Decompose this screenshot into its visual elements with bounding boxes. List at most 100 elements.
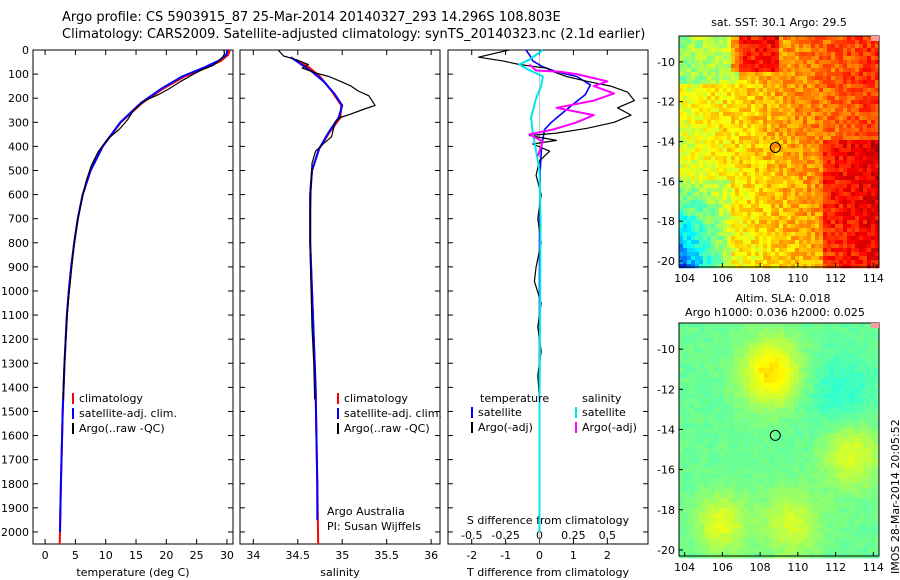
temperature-xlabel: temperature (deg C) xyxy=(76,566,189,579)
temperature-legend-1-label: satellite-adj. clim. xyxy=(79,407,177,420)
temperature-line-argo xyxy=(62,49,226,400)
salinity-panel-xtick-label: 34.5 xyxy=(286,549,311,562)
sst-map-xtick-label: 112 xyxy=(825,272,846,285)
temperature-panel-frame xyxy=(32,49,234,545)
figure-title-line2: Climatology: CARS2009. Satellite-adjuste… xyxy=(62,27,646,42)
figure-title-line1: Argo profile: CS 5903915_87 25-Mar-2014 … xyxy=(62,10,561,25)
sla-map-xtick-label: 112 xyxy=(825,561,846,574)
temperature-panel-xtick-label: 15 xyxy=(129,549,143,562)
salinity-legend-1-label: satellite-adj. clim. xyxy=(344,407,442,420)
differences-panel-frame xyxy=(447,49,649,545)
sla-map-title-line2: Argo h1000: 0.036 h2000: 0.025 xyxy=(685,306,865,319)
differences-xlabel: T difference from climatology xyxy=(466,566,629,579)
sst-map-ytick-label: -10 xyxy=(657,56,675,69)
differences-legend-s-argo-label: Argo(-adj) xyxy=(582,421,637,434)
sla-map-land-patch xyxy=(871,323,879,328)
differences-legend-t-sat-label: satellite xyxy=(478,406,522,419)
sst-map-ytick-label: -14 xyxy=(657,136,675,149)
sst-map-xtick-label: 108 xyxy=(750,272,771,285)
sst-map-argo-marker xyxy=(769,141,781,153)
differences-line-s-argo xyxy=(528,63,616,157)
differences-legend-t-argo-label: Argo(-adj) xyxy=(478,421,533,434)
salinity-line-satellite xyxy=(290,56,344,520)
differences-line-t-argo xyxy=(477,49,635,400)
differences-panel-xtick-label: 2 xyxy=(604,549,611,562)
salinity-note-line2: PI: Susan Wijffels xyxy=(327,520,421,533)
differences-line-t-satellite xyxy=(525,49,592,532)
differences-panel-xtick-label: -2 xyxy=(466,549,477,562)
temperature-panel-ytick-label: 1600 xyxy=(1,430,29,443)
sla-map-title-line1: Altim. SLA: 0.018 xyxy=(735,292,830,305)
temperature-panel-ytick-label: 400 xyxy=(8,140,29,153)
temperature-panel-ytick-label: 1900 xyxy=(1,502,29,515)
temperature-panel-ytick-label: 100 xyxy=(8,68,29,81)
differences-legend-s-sat-label: satellite xyxy=(582,406,626,419)
differences-stop-tick-label: 0.25 xyxy=(561,529,586,542)
temperature-panel-ytick-label: 1200 xyxy=(1,333,29,346)
sst-map-field xyxy=(679,36,880,269)
differences-stop-tick-label: 0.5 xyxy=(599,529,617,542)
temperature-line-satellite xyxy=(59,49,229,533)
temperature-panel-ytick-label: 2000 xyxy=(1,526,29,539)
salinity-line-climatology xyxy=(297,59,343,545)
salinity-line-argo xyxy=(277,49,376,400)
temperature-legend-2-label: Argo(..raw -QC) xyxy=(79,422,165,435)
temperature-panel-ytick-label: 1800 xyxy=(1,478,29,491)
sst-map-land-patch xyxy=(871,36,879,41)
sla-map-ytick-label: -16 xyxy=(657,464,675,477)
sla-map-field xyxy=(679,323,880,559)
sla-map-xtick-label: 110 xyxy=(787,561,808,574)
temperature-panel-xtick-label: 10 xyxy=(99,549,113,562)
temperature-panel-ytick-label: 800 xyxy=(8,237,29,250)
temperature-panel-ytick-label: 1300 xyxy=(1,357,29,370)
temperature-panel-ytick-label: 500 xyxy=(8,164,29,177)
differences-xlabel-top: S difference from climatology xyxy=(467,514,630,527)
sst-map-xtick-label: 114 xyxy=(863,272,884,285)
salinity-xlabel: salinity xyxy=(320,566,360,579)
temperature-panel-ytick-label: 1100 xyxy=(1,309,29,322)
sst-map-xtick-label: 104 xyxy=(674,272,695,285)
sla-map-xtick-label: 114 xyxy=(863,561,884,574)
salinity-panel-xtick-label: 36 xyxy=(424,549,438,562)
temperature-panel-xtick-label: 30 xyxy=(220,549,234,562)
sla-map-argo-marker xyxy=(769,429,781,441)
sla-map-frame xyxy=(678,322,880,557)
temperature-panel-xtick-label: 0 xyxy=(42,549,49,562)
sst-map-xtick-label: 110 xyxy=(787,272,808,285)
sla-map-ytick-label: -10 xyxy=(657,343,675,356)
salinity-panel-frame xyxy=(239,49,441,545)
temperature-panel-ytick-label: 1400 xyxy=(1,381,29,394)
differences-stop-tick-label: -0.25 xyxy=(491,529,519,542)
salinity-note-line1: Argo Australia xyxy=(327,505,405,518)
differences-panel-xtick-label: 1 xyxy=(570,549,577,562)
sst-map-ytick-label: -18 xyxy=(657,215,675,228)
differences-legend-temperature-head: temperature xyxy=(480,392,549,405)
temperature-panel-ytick-label: 1000 xyxy=(1,285,29,298)
temperature-panel-ytick-label: 300 xyxy=(8,116,29,129)
salinity-panel-xtick-label: 35 xyxy=(335,549,349,562)
sla-map-ytick-label: -12 xyxy=(657,383,675,396)
sst-map-ytick-label: -16 xyxy=(657,175,675,188)
sla-map-ytick-label: -18 xyxy=(657,504,675,517)
salinity-legend-2-label: Argo(..raw -QC) xyxy=(344,422,430,435)
salinity-panel-xtick-label: 34 xyxy=(246,549,260,562)
temperature-legend-0-label: climatology xyxy=(79,392,143,405)
differences-panel-xtick-label: 0 xyxy=(536,549,543,562)
sst-map-ytick-label: -12 xyxy=(657,96,675,109)
temperature-panel-xtick-label: 20 xyxy=(159,549,173,562)
sla-map-ytick-label: -14 xyxy=(657,423,675,436)
salinity-panel-xtick-label: 35.5 xyxy=(374,549,399,562)
temperature-panel-xtick-label: 25 xyxy=(190,549,204,562)
temperature-panel-ytick-label: 0 xyxy=(22,44,29,57)
sst-map-xtick-label: 106 xyxy=(712,272,733,285)
temperature-panel-xtick-label: 5 xyxy=(72,549,79,562)
temperature-panel-ytick-label: 1500 xyxy=(1,405,29,418)
sla-map-xtick-label: 108 xyxy=(750,561,771,574)
sst-map-ytick-label: -20 xyxy=(657,255,675,268)
sla-map-ytick-label: -20 xyxy=(657,544,675,557)
sla-map-xtick-label: 104 xyxy=(674,561,695,574)
sst-map-frame xyxy=(678,35,880,268)
temperature-panel-ytick-label: 200 xyxy=(8,92,29,105)
